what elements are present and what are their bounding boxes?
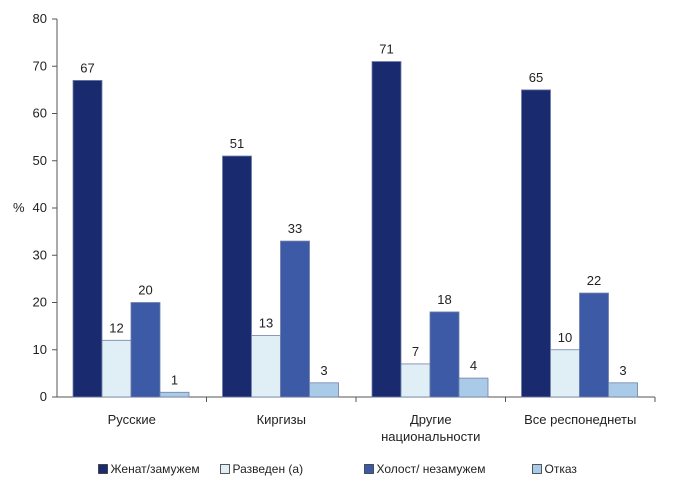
data-label: 65 [529, 70, 543, 85]
data-label: 3 [320, 363, 327, 378]
x-tick-label: Другие [410, 412, 452, 427]
bar [429, 311, 460, 398]
legend-swatch [98, 464, 108, 474]
y-tick-label: 80 [33, 11, 47, 26]
legend-swatch [364, 464, 374, 474]
y-tick-label: 10 [33, 342, 47, 357]
y-tick-label: 70 [33, 58, 47, 73]
bar [608, 382, 638, 398]
y-tick-label: 0 [40, 389, 47, 404]
data-label: 67 [80, 60, 94, 75]
data-label: 1 [171, 372, 178, 387]
bars [72, 61, 638, 398]
category-labels: Русские Киргизы Другие национальности Все ре… [108, 412, 637, 444]
bar [251, 335, 281, 398]
data-label: 4 [470, 358, 477, 373]
bar [550, 349, 580, 398]
data-label: 51 [230, 136, 244, 151]
data-label: 33 [288, 221, 302, 236]
legend-label: Отказ [545, 462, 578, 476]
legend-label: Разведен (а) [233, 462, 304, 476]
bar [130, 302, 161, 398]
x-tick-label: Киргизы [257, 412, 306, 427]
bar [72, 80, 103, 398]
y-tick-label: 60 [33, 106, 47, 121]
bar [280, 240, 310, 398]
x-tick-label: Все респонеднеты [524, 412, 636, 427]
bar [579, 292, 609, 398]
y-tick-label: 20 [33, 295, 47, 310]
data-label: 10 [558, 330, 572, 345]
y-axis-label: % [13, 200, 25, 215]
y-tick-label: 50 [33, 153, 47, 168]
x-tick-label: национальности [381, 429, 480, 444]
data-label: 3 [619, 363, 626, 378]
data-label: 13 [259, 316, 273, 331]
data-label: 71 [379, 42, 393, 57]
y-tick-label: 40 [33, 200, 47, 215]
y-axis-ticks: 0 10 20 30 40 50 60 70 80 [33, 11, 57, 404]
bar [222, 155, 252, 398]
y-tick-label: 30 [33, 247, 47, 262]
legend-label: Холост/ незамужем [377, 462, 486, 476]
data-label: 18 [437, 292, 451, 307]
legend-swatch [220, 464, 230, 474]
data-label: 22 [587, 273, 601, 288]
legend-label: Женат/замужем [111, 462, 200, 476]
data-label: 12 [109, 320, 123, 335]
bar [159, 391, 190, 398]
bar [101, 339, 132, 398]
bar [521, 89, 551, 398]
bar [309, 382, 339, 398]
bar [400, 363, 431, 398]
data-label: 7 [412, 344, 419, 359]
x-tick-label: Русские [108, 412, 156, 427]
legend: Женат/замужем Разведен (а) Холост/ незамуж… [98, 462, 578, 476]
bar [458, 377, 489, 398]
data-label: 20 [138, 283, 152, 298]
legend-swatch [532, 464, 542, 474]
bar [371, 61, 402, 398]
